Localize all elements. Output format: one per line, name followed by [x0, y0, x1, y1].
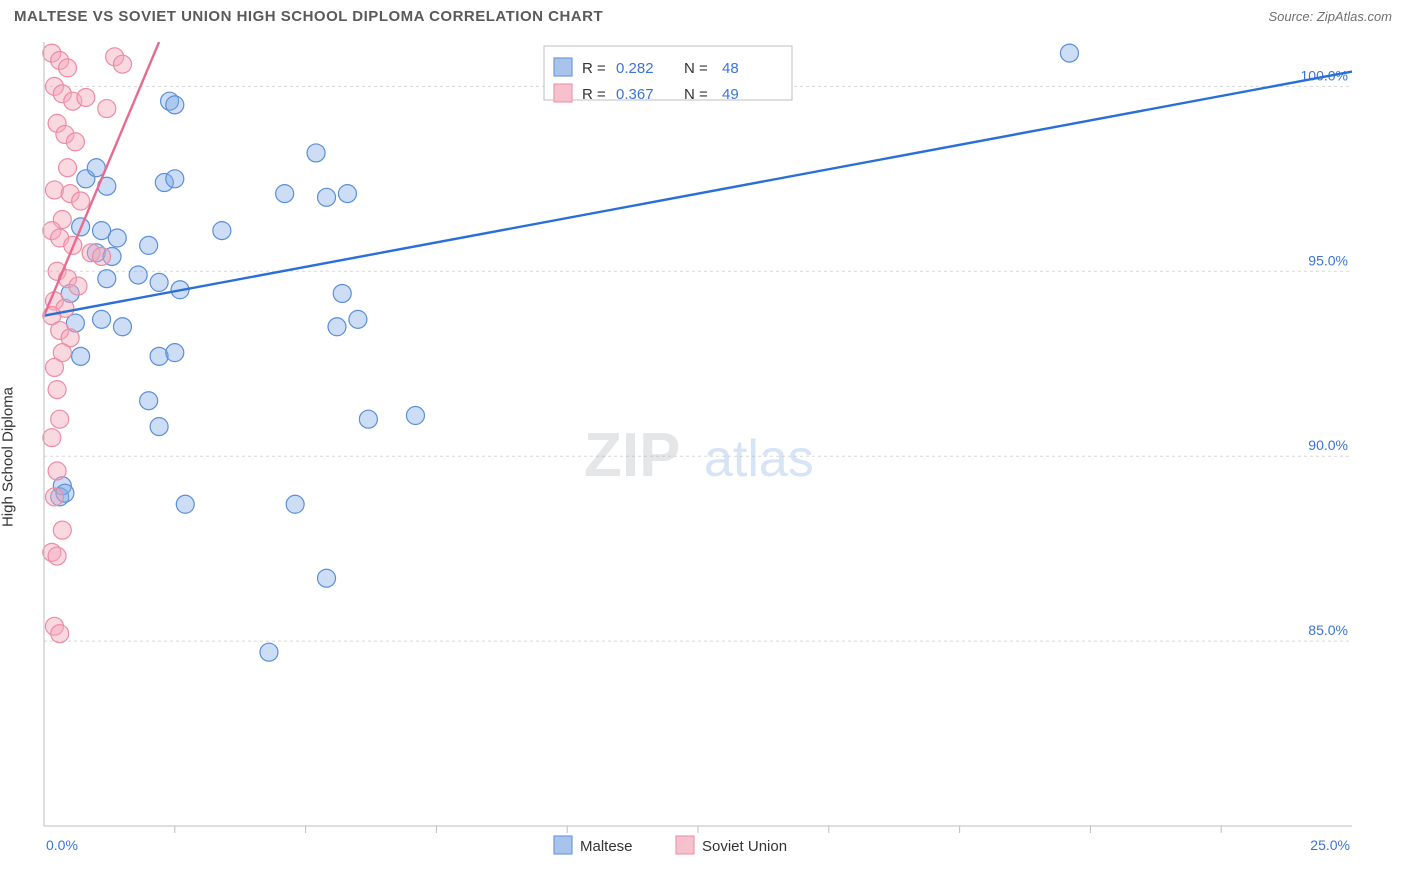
data-point [53, 521, 71, 539]
data-point [286, 495, 304, 513]
legend-n-value: 48 [722, 60, 739, 77]
data-point [72, 192, 90, 210]
data-point [176, 495, 194, 513]
legend-r-label: R = [582, 86, 606, 103]
data-point [59, 159, 77, 177]
x-tick-label: 0.0% [46, 837, 78, 853]
data-point [48, 381, 66, 399]
data-point [1060, 44, 1078, 62]
legend-r-value: 0.282 [616, 60, 654, 77]
data-point [213, 222, 231, 240]
y-tick-label: 95.0% [1308, 252, 1348, 268]
data-point [69, 277, 87, 295]
legend-swatch [554, 84, 572, 102]
legend-swatch [676, 836, 694, 854]
data-point [51, 410, 69, 428]
data-point [43, 429, 61, 447]
data-point [140, 392, 158, 410]
chart-header: MALTESE VS SOVIET UNION HIGH SCHOOL DIPL… [0, 0, 1406, 29]
legend-n-label: N = [684, 86, 708, 103]
legend-n-value: 49 [722, 86, 739, 103]
legend-r-value: 0.367 [616, 86, 654, 103]
data-point [48, 462, 66, 480]
data-point [98, 270, 116, 288]
data-point [108, 229, 126, 247]
data-point [349, 310, 367, 328]
data-point [77, 88, 95, 106]
chart-title: MALTESE VS SOVIET UNION HIGH SCHOOL DIPL… [14, 8, 603, 25]
data-point [150, 347, 168, 365]
data-point [45, 358, 63, 376]
data-point [318, 569, 336, 587]
data-point [113, 55, 131, 73]
watermark-atlas: atlas [704, 430, 814, 488]
data-point [129, 266, 147, 284]
data-point [66, 133, 84, 151]
data-point [45, 488, 63, 506]
data-point [333, 284, 351, 302]
data-point [276, 185, 294, 203]
scatter-chart: 85.0%90.0%95.0%100.0%ZIPatlas0.0%25.0%R … [14, 36, 1364, 856]
data-point [328, 318, 346, 336]
data-point [406, 407, 424, 425]
y-tick-label: 90.0% [1308, 437, 1348, 453]
data-point [166, 344, 184, 362]
data-point [307, 144, 325, 162]
data-point [59, 59, 77, 77]
data-point [72, 347, 90, 365]
watermark-zip: ZIP [584, 421, 680, 490]
legend-swatch [554, 58, 572, 76]
y-axis-label: High School Diploma [0, 387, 17, 527]
data-point [150, 418, 168, 436]
legend-series-label: Soviet Union [702, 838, 787, 855]
data-point [98, 100, 116, 118]
chart-source: Source: ZipAtlas.com [1268, 9, 1392, 24]
y-tick-label: 85.0% [1308, 622, 1348, 638]
legend-r-label: R = [582, 60, 606, 77]
data-point [51, 625, 69, 643]
data-point [150, 273, 168, 291]
data-point [113, 318, 131, 336]
data-point [318, 188, 336, 206]
legend-series-label: Maltese [580, 838, 633, 855]
data-point [48, 547, 66, 565]
data-point [140, 236, 158, 254]
data-point [166, 170, 184, 188]
data-point [93, 310, 111, 328]
chart-container: High School Diploma 85.0%90.0%95.0%100.0… [14, 36, 1392, 878]
x-tick-label: 25.0% [1310, 837, 1350, 853]
regression-line [44, 72, 1352, 316]
data-point [93, 247, 111, 265]
data-point [338, 185, 356, 203]
data-point [260, 643, 278, 661]
data-point [45, 181, 63, 199]
legend-swatch [554, 836, 572, 854]
data-point [359, 410, 377, 428]
legend-n-label: N = [684, 60, 708, 77]
data-point [166, 96, 184, 114]
